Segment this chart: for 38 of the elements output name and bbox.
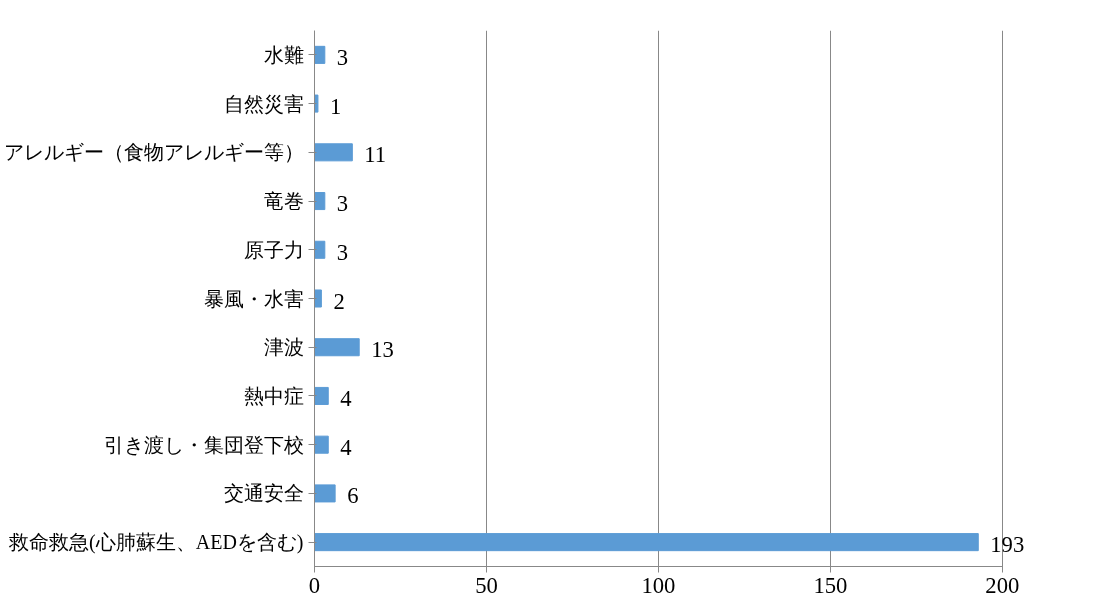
x-tick-label: 200 (985, 572, 1020, 598)
y-tick-label: 水難 (263, 43, 304, 66)
data-label: 11 (364, 142, 387, 168)
bar (314, 143, 353, 162)
y-tick-label: 暴風・水害 (203, 287, 304, 310)
y-tick-label: 津波 (263, 336, 304, 359)
data-label: 3 (336, 191, 349, 217)
bar (314, 484, 336, 503)
y-tick-label: 原子力 (243, 238, 304, 261)
data-label: 4 (340, 385, 352, 411)
bar (314, 240, 326, 259)
x-tick-label: 50 (475, 572, 498, 598)
bar (314, 289, 322, 308)
data-label: 4 (340, 434, 352, 460)
y-tick-label: 熱中症 (243, 384, 304, 407)
y-tick-label: 引き渡し・集団登下校 (103, 433, 304, 456)
data-label: 3 (336, 239, 349, 265)
y-tick-label: アレルギー（食物アレルギー等） (3, 141, 304, 164)
y-tick-label: 自然災害 (223, 92, 304, 115)
bar (314, 533, 979, 552)
bar (314, 45, 326, 64)
data-label: 6 (347, 483, 359, 509)
x-tick-label: 150 (813, 572, 848, 598)
data-label: 13 (371, 337, 394, 363)
data-label: 193 (990, 532, 1025, 558)
y-tick-label: 救命救急(心肺蘇生、AEDを含む) (8, 531, 304, 555)
data-label: 1 (329, 93, 342, 119)
y-tick-label: 交通安全 (223, 482, 304, 505)
x-tick-label: 100 (641, 572, 676, 598)
bar (314, 435, 329, 454)
bar (314, 94, 319, 113)
bar (314, 192, 326, 211)
bar (314, 338, 360, 357)
data-label: 2 (333, 288, 345, 314)
x-tick-label: 0 (308, 572, 321, 598)
y-tick-label: 竜巻 (263, 190, 304, 213)
bar (314, 386, 329, 405)
data-label: 3 (336, 44, 349, 70)
